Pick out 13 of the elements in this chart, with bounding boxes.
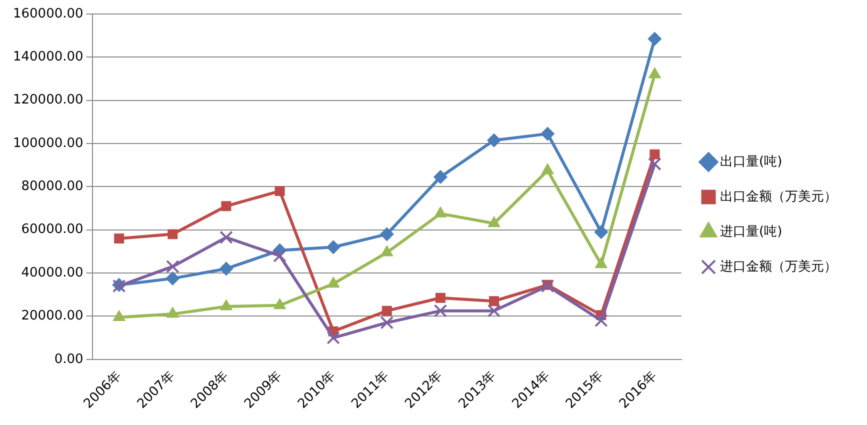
y-tick-label: 160000.00	[12, 6, 84, 22]
y-tick-label: 0.00	[54, 352, 84, 367]
legend-label: 进口量(吨)	[720, 224, 782, 240]
legend-label: 进口金额（万美元）	[720, 258, 837, 274]
y-tick-label: 40000.00	[21, 265, 84, 280]
y-tick-label: 100000.00	[12, 136, 84, 151]
y-tick-label: 120000.00	[12, 92, 84, 108]
y-tick-label: 60000.00	[21, 222, 84, 238]
legend-label: 出口金额（万美元）	[720, 188, 837, 204]
y-tick-label: 140000.00	[12, 50, 84, 65]
y-tick-label: 80000.00	[21, 179, 84, 194]
legend-label: 出口量(吨)	[720, 154, 782, 170]
y-tick-label: 20000.00	[21, 308, 84, 324]
